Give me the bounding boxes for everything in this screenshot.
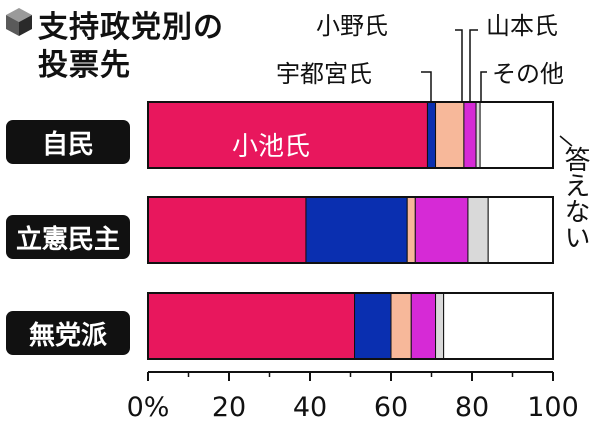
category-label-jimin: 自民 bbox=[6, 120, 130, 164]
bar-segment-0-4 bbox=[475, 101, 481, 169]
leader-line-yamamoto bbox=[469, 29, 478, 102]
x-tick-label-60: 60 bbox=[373, 392, 409, 423]
legend-label-ono: 小野氏 bbox=[316, 12, 388, 40]
x-tick-label-80: 80 bbox=[454, 392, 490, 423]
chart-title-line-2: 投票先 bbox=[38, 48, 131, 83]
bar-segment-0-3 bbox=[463, 101, 477, 169]
bar-segment-2-0 bbox=[147, 292, 356, 360]
inbar-label-koike: 小池氏 bbox=[232, 132, 311, 162]
bar-segment-2-1 bbox=[354, 292, 392, 360]
bar-segment-0-2 bbox=[435, 101, 465, 169]
category-label-rikken: 立憲民主 bbox=[6, 215, 130, 259]
bar-segment-1-5 bbox=[487, 196, 554, 264]
chart-title-line-1: 支持政党別の bbox=[38, 10, 224, 45]
category-label-mutouha: 無党派 bbox=[6, 311, 130, 355]
bar-segment-1-1 bbox=[305, 196, 408, 264]
bar-segment-1-2 bbox=[406, 196, 416, 264]
cube-icon bbox=[6, 8, 32, 36]
bar-outline-1 bbox=[147, 196, 554, 264]
bar-segment-2-5 bbox=[443, 292, 554, 360]
legend-label-yamamoto: 山本氏 bbox=[486, 12, 558, 40]
bar-segment-1-3 bbox=[414, 196, 469, 264]
leader-line-ono bbox=[455, 29, 463, 102]
leader-line-kotaenai bbox=[559, 135, 573, 147]
leader-line-sonota bbox=[480, 71, 487, 102]
bar-segment-2-4 bbox=[435, 292, 445, 360]
bar-segment-0-0 bbox=[147, 101, 428, 169]
bar-outline-2 bbox=[147, 292, 554, 360]
legend-label-kotaenai: 答えない bbox=[560, 146, 590, 250]
bar-segment-0-5 bbox=[479, 101, 554, 169]
bar-segment-0-1 bbox=[426, 101, 437, 169]
leader-line-utsunomiya bbox=[421, 71, 432, 102]
bar-segment-1-4 bbox=[467, 196, 489, 264]
x-tick-label-0: 0% bbox=[126, 392, 170, 423]
bar-segment-1-0 bbox=[147, 196, 307, 264]
legend-label-utsunomiya: 宇都宮氏 bbox=[276, 60, 372, 88]
bar-segment-2-2 bbox=[390, 292, 412, 360]
bar-segment-2-3 bbox=[410, 292, 437, 360]
legend-label-sonota: その他 bbox=[492, 60, 564, 88]
bar-outline-0 bbox=[147, 101, 554, 169]
x-tick-label-100: 100 bbox=[527, 392, 579, 423]
x-tick-label-40: 40 bbox=[292, 392, 328, 423]
x-tick-label-20: 20 bbox=[211, 392, 247, 423]
